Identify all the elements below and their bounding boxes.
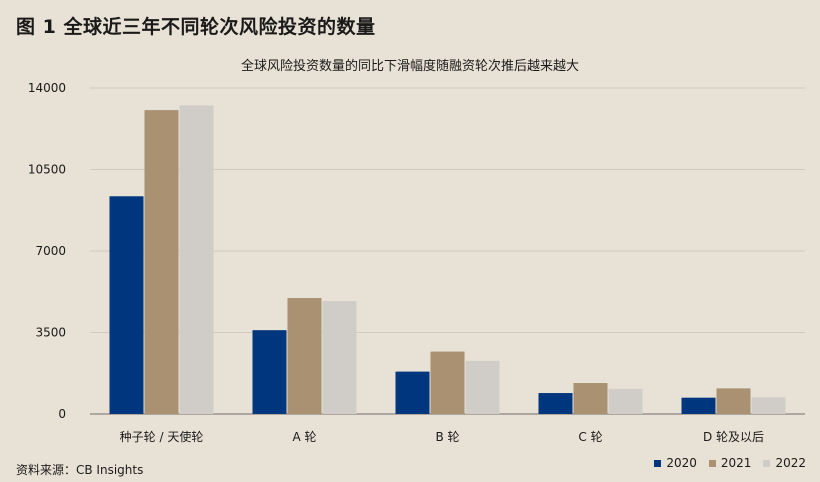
bar-2021-3 [573,383,608,414]
bar-2022-1 [322,301,357,414]
legend-label: 2021 [720,456,752,470]
source-note: 资料来源：CB Insights [16,463,144,477]
bar-2022-0 [179,105,214,414]
bar-2022-2 [465,360,500,414]
bar-2021-0 [144,110,179,414]
y-tick-label: 14000 [28,81,66,95]
bars [109,105,786,414]
x-tick-label: 种子轮 / 天使轮 [120,429,204,444]
bar-2020-4 [681,397,716,414]
bar-2020-1 [252,330,287,414]
x-tick-label: B 轮 [435,430,459,444]
legend-swatch [654,459,662,467]
legend-label: 2020 [666,456,697,470]
bar-2021-2 [430,351,465,414]
x-tick-label: A 轮 [292,430,316,444]
y-tick-label: 0 [58,407,66,421]
figure-title: 图 1 全球近三年不同轮次风险投资的数量 [16,16,376,38]
legend-swatch [763,459,771,467]
bar-2020-3 [538,393,573,414]
y-axis-tick-labels: 0 3500 7000 10500 14000 [28,81,66,421]
bar-2020-2 [395,371,430,414]
legend: 2020 2021 2022 [654,456,806,470]
x-axis-tick-labels: 种子轮 / 天使轮 A 轮 B 轮 C 轮 D 轮及以后 [120,429,764,444]
legend-item-2022: 2022 [763,456,806,470]
y-tick-label: 10500 [28,163,66,177]
legend-item-2020: 2020 [654,456,697,470]
chart-title: 全球风险投资数量的同比下滑幅度随融资轮次推后越来越大 [240,59,579,74]
legend-label: 2022 [775,456,806,470]
legend-item-2021: 2021 [708,456,752,470]
legend-swatch [708,459,716,467]
y-tick-label: 3500 [35,326,66,340]
bar-2020-0 [109,196,144,414]
bar-2021-1 [287,298,322,414]
x-tick-label: C 轮 [578,430,602,444]
x-tick-label: D 轮及以后 [703,430,764,444]
bar-2021-4 [716,388,751,414]
y-tick-label: 7000 [35,244,66,258]
bar-2022-4 [751,397,786,414]
bar-2022-3 [608,388,643,414]
